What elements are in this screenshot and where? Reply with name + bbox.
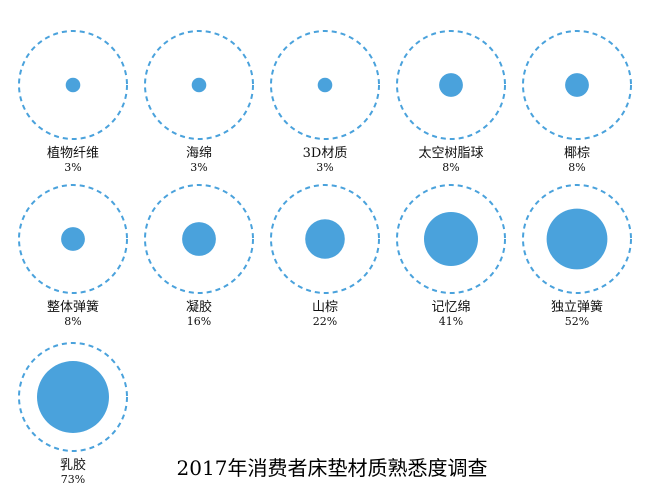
bubble-ring — [396, 184, 506, 294]
bubble-ring — [522, 30, 632, 140]
value-label: 3% — [64, 161, 81, 174]
category-label: 太空树脂球 — [418, 146, 483, 161]
bubble-ring — [144, 30, 254, 140]
value-label: 8% — [442, 161, 459, 174]
category-label: 3D材质 — [303, 146, 348, 161]
category-label: 山棕 — [312, 300, 338, 315]
bubble-ring — [18, 342, 128, 452]
bubble — [439, 73, 463, 97]
bubble-ring — [396, 30, 506, 140]
category-label: 植物纤维 — [47, 146, 99, 161]
bubble-marks: 植物纤维3%海绵3%3D材质3%太空树脂球8%椰棕8%整体弹簧8%凝胶16%山棕… — [18, 30, 632, 486]
value-label: 3% — [316, 161, 333, 174]
value-label: 8% — [64, 315, 81, 328]
bubble — [546, 208, 608, 270]
category-label: 乳胶 — [60, 457, 86, 473]
bubble — [65, 77, 81, 93]
category-label: 整体弹簧 — [47, 299, 99, 315]
bubble-ring — [270, 30, 380, 140]
bubble-ring — [18, 30, 128, 140]
value-label: 16% — [187, 315, 211, 328]
value-label: 8% — [568, 161, 585, 174]
category-label: 记忆绵 — [431, 299, 470, 315]
value-label: 22% — [313, 315, 337, 328]
category-label: 独立弹簧 — [551, 299, 603, 315]
category-label: 椰棕 — [564, 146, 590, 161]
bubble — [182, 222, 216, 256]
bubble — [317, 77, 333, 93]
value-label: 52% — [565, 315, 589, 328]
bubble — [61, 227, 85, 251]
bubble-ring — [18, 184, 128, 294]
value-label: 41% — [439, 315, 463, 328]
value-label: 73% — [61, 473, 85, 486]
bubble — [305, 219, 345, 259]
value-label: 3% — [190, 161, 207, 174]
category-label: 凝胶 — [186, 299, 212, 315]
bubble — [424, 212, 478, 266]
category-label: 海绵 — [186, 146, 212, 161]
bubble — [37, 361, 109, 433]
bubble — [565, 73, 589, 97]
bubble-ring — [522, 184, 632, 294]
bubble-ring — [270, 184, 380, 294]
bubble-ring — [144, 184, 254, 294]
chart-title: 2017年消费者床垫材质熟悉度调查 — [177, 456, 488, 480]
bubble — [191, 77, 207, 93]
